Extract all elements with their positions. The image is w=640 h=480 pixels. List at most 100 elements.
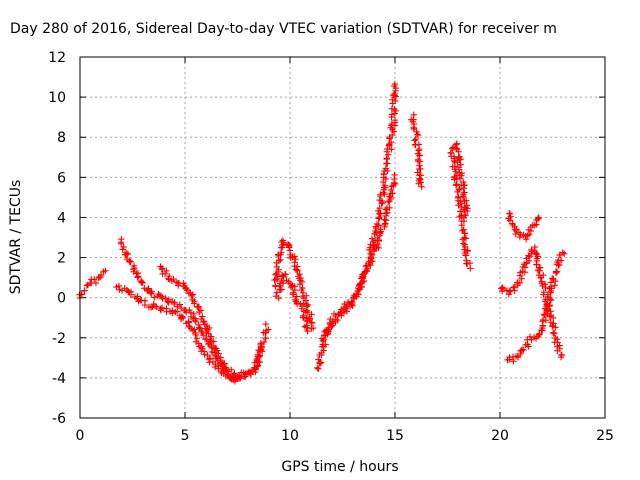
data-point: [559, 249, 566, 256]
data-point: [188, 292, 195, 300]
data-point: [278, 272, 286, 279]
data-point: [256, 353, 263, 361]
data-point: [278, 286, 286, 293]
data-point: [414, 157, 422, 165]
data-point: [153, 303, 160, 310]
data-point: [382, 175, 390, 183]
y-tick-label: 8: [57, 130, 66, 146]
data-point: [546, 313, 553, 320]
series-trace-k: [451, 140, 471, 219]
data-point: [275, 257, 283, 264]
data-point: [151, 294, 158, 301]
data-point: [461, 246, 468, 253]
data-point: [292, 255, 299, 263]
data-point: [161, 270, 169, 278]
data-point: [368, 251, 376, 259]
data-point: [289, 291, 297, 298]
data-point: [332, 316, 339, 323]
data-point: [183, 285, 190, 293]
data-point: [538, 279, 546, 287]
data-point: [287, 283, 295, 291]
data-point: [526, 253, 534, 260]
data-point: [417, 176, 424, 183]
data-point: [205, 330, 212, 337]
data-point: [375, 207, 382, 215]
data-point: [456, 175, 464, 182]
data-point: [210, 338, 217, 345]
data-point: [525, 257, 533, 264]
data-point: [126, 257, 133, 265]
data-point: [102, 267, 109, 274]
data-point: [273, 289, 281, 296]
data-point: [265, 326, 272, 333]
data-point: [513, 226, 520, 233]
data-point: [376, 196, 383, 204]
data-point: [514, 279, 521, 286]
data-point: [520, 346, 527, 354]
data-point: [387, 186, 395, 194]
data-point: [521, 264, 529, 271]
data-point: [220, 361, 227, 368]
data-point: [456, 213, 463, 221]
data-point: [412, 136, 419, 143]
y-tick-label: 12: [48, 50, 66, 66]
data-point: [392, 97, 399, 105]
data-point: [506, 210, 513, 217]
y-tick-label: 2: [57, 251, 66, 267]
data-point: [382, 220, 389, 227]
series-trace-h: [318, 171, 399, 342]
data-point: [542, 284, 549, 291]
y-tick-label: -6: [52, 411, 66, 427]
data-point: [147, 304, 155, 311]
data-point: [522, 235, 530, 243]
data-point: [262, 320, 270, 328]
data-point: [388, 146, 395, 153]
data-point: [552, 324, 559, 331]
data-point: [451, 157, 458, 164]
data-point: [462, 197, 470, 204]
data-point: [127, 258, 134, 265]
data-point: [308, 325, 315, 332]
plot-frame: [79, 56, 606, 419]
data-point: [533, 261, 540, 268]
data-point: [255, 347, 262, 354]
data-point: [460, 217, 468, 225]
data-point: [542, 305, 549, 312]
y-tick-label: 0: [57, 291, 66, 307]
data-point: [453, 181, 460, 188]
series-trace-d: [157, 263, 239, 384]
x-tick-label: 15: [386, 428, 404, 444]
data-point: [204, 351, 211, 359]
data-point: [454, 188, 461, 196]
data-point: [540, 311, 548, 318]
data-point: [81, 287, 88, 294]
y-tick-label: 6: [57, 170, 66, 186]
series-trace-f: [272, 270, 311, 335]
data-point: [381, 216, 388, 223]
data-point: [199, 345, 206, 352]
data-point: [412, 141, 419, 149]
data-point: [510, 358, 517, 365]
x-tick-label: 0: [76, 428, 85, 444]
data-point: [115, 282, 123, 290]
data-point: [296, 280, 304, 288]
data-point: [536, 330, 543, 338]
data-point: [381, 182, 389, 189]
data-point: [158, 265, 165, 273]
data-point: [462, 235, 470, 242]
data-point: [308, 311, 315, 318]
data-point: [373, 220, 381, 228]
data-point: [369, 258, 376, 265]
data-point: [391, 80, 399, 88]
data-point: [172, 308, 179, 316]
series-trace-c: [117, 235, 272, 383]
y-axis-label: SDTVAR / TECUs: [8, 180, 24, 295]
data-point: [418, 183, 425, 190]
data-point: [363, 268, 370, 275]
data-point: [552, 334, 559, 342]
data-point: [337, 309, 344, 317]
data-point: [226, 372, 234, 380]
data-point: [324, 327, 332, 335]
